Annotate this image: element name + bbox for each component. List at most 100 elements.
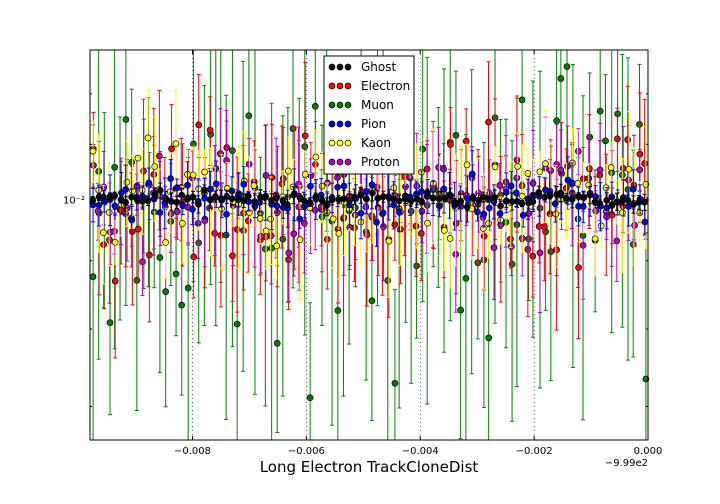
data-point xyxy=(518,200,526,207)
data-point xyxy=(518,192,526,200)
data-point xyxy=(167,198,175,205)
data-point xyxy=(524,246,532,253)
data-point xyxy=(553,246,560,254)
data-point xyxy=(480,232,488,240)
data-point xyxy=(585,181,592,189)
data-point xyxy=(391,379,399,387)
data-point xyxy=(156,209,164,216)
data-point xyxy=(190,140,197,148)
data-point xyxy=(463,161,471,169)
data-point xyxy=(212,180,220,188)
data-point xyxy=(89,196,97,204)
data-point xyxy=(351,193,358,201)
data-point xyxy=(464,195,471,202)
data-point xyxy=(162,238,169,246)
x-axis-offset-label: −9.99e2 xyxy=(605,458,648,469)
data-point xyxy=(179,220,186,227)
legend-marker xyxy=(328,101,336,109)
data-point xyxy=(128,193,135,201)
data-point xyxy=(562,194,570,202)
legend: Ghost Electron Muon Pion Kaon Proton xyxy=(323,55,415,175)
data-point xyxy=(485,220,492,227)
data-point xyxy=(172,140,180,148)
data-point xyxy=(290,230,298,238)
data-point xyxy=(401,195,409,203)
legend-marker xyxy=(328,82,336,90)
data-point xyxy=(613,198,621,206)
data-point xyxy=(340,182,348,190)
data-point xyxy=(340,195,348,203)
data-point xyxy=(296,236,304,243)
data-point xyxy=(90,162,97,169)
legend-marker xyxy=(336,139,344,147)
data-point xyxy=(312,153,320,161)
data-point xyxy=(485,334,493,342)
data-point xyxy=(374,194,382,202)
data-point xyxy=(624,136,631,144)
legend-label: Ghost xyxy=(361,60,396,74)
data-point xyxy=(536,168,544,176)
data-point xyxy=(641,198,648,206)
data-point xyxy=(335,230,343,237)
data-point xyxy=(379,209,387,217)
data-point xyxy=(553,161,561,168)
data-point xyxy=(329,215,337,223)
data-point xyxy=(240,197,248,205)
data-point xyxy=(624,196,632,204)
data-point xyxy=(172,270,180,278)
data-point xyxy=(475,196,482,204)
data-point xyxy=(133,277,141,284)
data-point xyxy=(391,221,399,228)
data-points xyxy=(89,49,650,441)
legend-label: Proton xyxy=(361,155,400,169)
data-point xyxy=(244,217,252,225)
data-point xyxy=(597,222,605,230)
data-point xyxy=(240,227,247,235)
data-point xyxy=(468,170,476,178)
data-point xyxy=(429,194,437,202)
data-point xyxy=(463,203,471,211)
data-point xyxy=(139,197,146,205)
data-point xyxy=(613,237,621,245)
data-point xyxy=(245,112,253,120)
data-point xyxy=(529,198,537,206)
data-point xyxy=(285,249,293,257)
data-point xyxy=(173,198,181,206)
data-point xyxy=(418,198,425,205)
data-point xyxy=(301,132,309,140)
data-point xyxy=(618,209,626,217)
data-point xyxy=(574,179,581,187)
data-point xyxy=(144,197,152,205)
data-point xyxy=(580,194,588,202)
data-point xyxy=(318,197,326,204)
legend-marker xyxy=(328,63,336,71)
data-point xyxy=(503,197,510,205)
data-point xyxy=(122,186,130,193)
legend-label: Electron xyxy=(361,79,410,93)
data-point xyxy=(491,163,499,171)
data-point xyxy=(529,252,537,260)
data-point xyxy=(234,196,242,203)
data-point xyxy=(134,225,142,233)
data-point xyxy=(201,186,208,194)
data-point xyxy=(385,237,393,245)
legend-marker xyxy=(336,82,344,90)
data-point xyxy=(111,277,119,285)
legend-marker xyxy=(328,158,336,166)
data-point xyxy=(106,319,114,326)
data-point xyxy=(480,210,488,218)
data-point xyxy=(128,216,136,224)
data-point xyxy=(547,167,554,174)
data-point xyxy=(407,207,415,215)
data-point xyxy=(368,212,375,220)
data-point xyxy=(279,175,287,182)
data-point xyxy=(514,163,521,170)
data-point xyxy=(418,207,426,215)
data-point xyxy=(357,209,365,217)
data-point xyxy=(412,222,420,230)
legend-marker xyxy=(344,158,352,166)
data-point xyxy=(195,239,203,247)
data-point xyxy=(457,197,464,205)
data-point xyxy=(451,198,459,206)
data-point xyxy=(413,262,420,270)
